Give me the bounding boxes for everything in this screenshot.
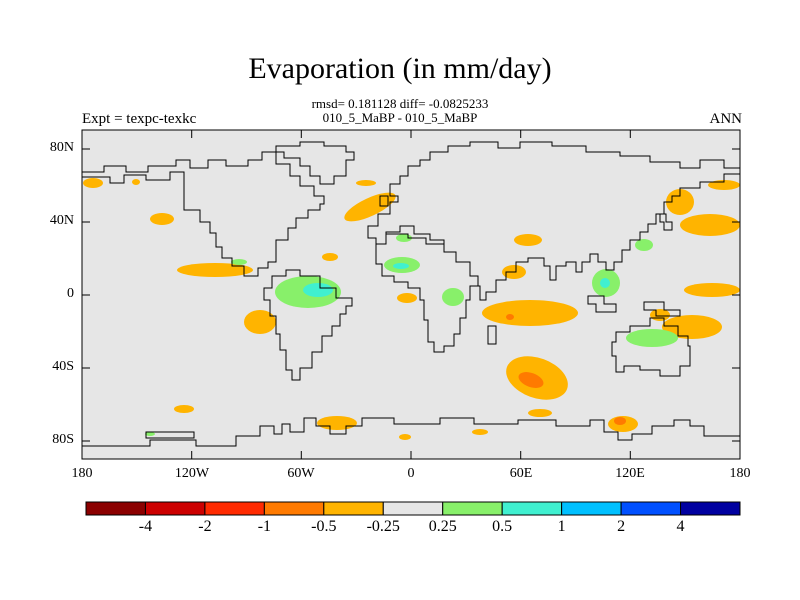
anomaly-patch [528, 409, 552, 417]
colorbar-label: -2 [198, 518, 212, 535]
rmsd-diff-text: rmsd= 0.181128 diff= -0.0825233 [311, 96, 489, 111]
anomaly-patch [150, 213, 174, 225]
xtick-label: 180 [729, 466, 751, 481]
coast-australia [611, 317, 691, 377]
map-title: Evaporation (in mm/day) [248, 52, 552, 85]
xtick-label: 120W [174, 466, 210, 481]
coast-south-america [263, 269, 353, 381]
strong-negative-anomaly-layer [506, 314, 626, 425]
anomaly-patch [317, 416, 357, 430]
colorbar-label: -4 [138, 518, 153, 535]
coast-madagascar [487, 325, 497, 345]
xtick-label: 60E [509, 466, 533, 481]
anomaly-patch [132, 179, 140, 185]
colorbar-swatch [85, 501, 146, 516]
coast-antarctic-peninsula [145, 431, 195, 439]
colorbar-swatch [501, 501, 563, 516]
anomaly-patch [518, 372, 544, 388]
coast-indonesia [587, 295, 617, 313]
colorbar-label: -0.25 [366, 518, 400, 535]
anomaly-patch [303, 283, 333, 297]
colorbar-label: -1 [257, 518, 272, 535]
map-subtitle: rmsd= 0.181128 diff= -0.0825233 010_5_Ma… [0, 97, 800, 125]
colorbar-swatch [144, 501, 206, 516]
colorbar-label: 1 [557, 518, 566, 535]
coast-north-america [82, 151, 325, 277]
season-label: ANN [709, 111, 743, 127]
coast-africa [375, 233, 479, 353]
strong-positive-anomaly-layer [303, 263, 610, 297]
anomaly-patch [177, 263, 253, 277]
anomaly-patch [83, 178, 103, 188]
ytick-label: 40S [52, 359, 74, 374]
anomaly-patch [684, 283, 740, 297]
coast-antarctica [82, 417, 740, 447]
ytick-label: 0 [67, 286, 74, 301]
anomaly-patch [482, 300, 578, 326]
anomaly-patch [680, 214, 740, 236]
anomaly-patch [472, 429, 488, 435]
colorbar-swatch [680, 501, 741, 516]
xtick-label: 0 [407, 466, 415, 481]
ytick-label: 40N [49, 213, 74, 228]
axis-ticks [82, 130, 740, 459]
xtick-label: 60W [287, 466, 315, 481]
anomaly-patch [344, 192, 396, 222]
anomaly-patch [356, 180, 376, 186]
colorbar-label: -0.5 [311, 518, 337, 535]
colorbar-label: 4 [676, 518, 685, 535]
anomaly-patch [514, 234, 542, 246]
coast-japan [659, 213, 673, 231]
anomaly-patch [393, 263, 409, 269]
colorbar-swatch [323, 501, 384, 516]
coast-eurasia [367, 141, 741, 301]
anomaly-patch [635, 239, 653, 251]
colorbar-label: 0.25 [428, 518, 457, 535]
colorbar [85, 501, 741, 516]
coast-uk [379, 195, 389, 207]
anomaly-patch [614, 417, 626, 425]
anomaly-patch [244, 310, 276, 334]
anomaly-patch [662, 315, 722, 339]
anomaly-patch [626, 329, 678, 347]
coast-new-guinea [643, 301, 681, 317]
anomaly-patch [650, 309, 670, 321]
anomaly-patch [174, 405, 194, 413]
coast-greenland [275, 141, 355, 185]
coastlines [82, 141, 741, 447]
xtick-label: 180 [71, 466, 93, 481]
colorbar-swatch [204, 501, 265, 516]
ytick-label: 80N [49, 140, 74, 155]
anomaly-patch [231, 259, 247, 265]
colorbar-swatch [620, 501, 682, 516]
anomaly-patch [399, 434, 411, 440]
anomaly-patch [442, 288, 464, 306]
experiment-label: Expt = texpc-texkc [82, 111, 197, 127]
anomaly-patch [506, 314, 514, 320]
colorbar-label: 0.5 [492, 518, 513, 535]
colorbar-swatch [382, 501, 444, 516]
anomaly-patch [600, 278, 610, 288]
colorbar-label: 2 [617, 518, 626, 535]
colorbar-swatch [263, 501, 325, 516]
anomaly-patch [397, 293, 417, 303]
xtick-label: 120E [615, 466, 645, 481]
anomaly-patch [145, 432, 155, 436]
ytick-label: 80S [52, 432, 74, 447]
anomaly-patch [322, 253, 338, 261]
colorbar-swatch [561, 501, 622, 516]
experiment-pair-text: 010_5_MaBP - 010_5_MaBP [322, 110, 478, 125]
colorbar-swatch [442, 501, 503, 516]
